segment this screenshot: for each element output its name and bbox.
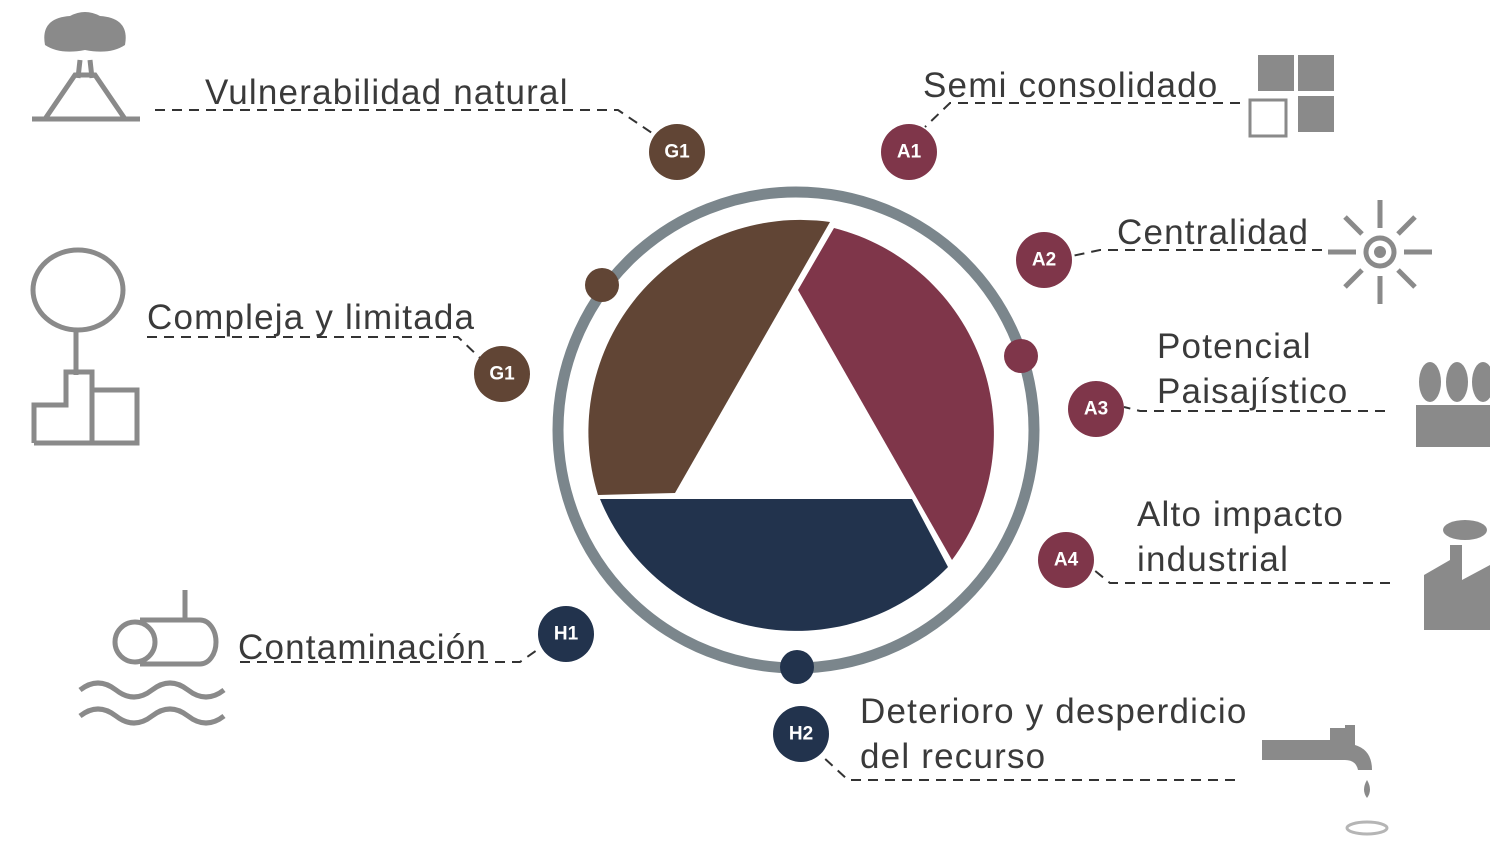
- badge-label: G1: [664, 142, 690, 163]
- badge-label: A1: [897, 142, 922, 163]
- segment-maroon: [798, 228, 994, 560]
- badge-label: A3: [1084, 399, 1108, 420]
- label: Semi consolidado: [923, 66, 1218, 105]
- badge-label: A4: [1054, 550, 1079, 571]
- badge: [1016, 232, 1072, 288]
- connector: [821, 755, 1235, 781]
- badge: [649, 124, 705, 180]
- connector: [1123, 406, 1385, 412]
- icon-pipe: [78, 590, 226, 726]
- badge: [881, 124, 937, 180]
- icon-volcano: [32, 12, 140, 122]
- label: Contaminación: [238, 628, 487, 667]
- label: Potencial: [1157, 327, 1312, 366]
- ring-dot: [1004, 339, 1038, 373]
- icon-centrality: [1328, 200, 1432, 304]
- connector: [155, 109, 656, 136]
- badge: [474, 346, 530, 402]
- icon-factory: [1424, 520, 1490, 630]
- segment-navy: [600, 499, 948, 631]
- label: Deterioro y desperdicio: [860, 692, 1248, 731]
- connector: [924, 102, 1240, 128]
- icon-tree-city: [30, 247, 140, 446]
- icon-tap: [1262, 725, 1389, 836]
- badge-label: G1: [489, 364, 515, 385]
- icon-landscape: [1416, 362, 1490, 447]
- label: del recurso: [860, 737, 1046, 776]
- badge-label: A2: [1032, 250, 1056, 271]
- label: Alto impacto: [1137, 495, 1344, 534]
- label: Centralidad: [1117, 213, 1309, 252]
- badge-label: H1: [554, 624, 579, 645]
- label: Paisajístico: [1157, 372, 1348, 411]
- connector: [240, 647, 541, 663]
- connector: [147, 336, 481, 359]
- badge: [773, 706, 829, 762]
- badge: [538, 606, 594, 662]
- label: Compleja y limitada: [147, 298, 475, 337]
- badge: [1038, 532, 1094, 588]
- badge: [1068, 381, 1124, 437]
- ring-dot: [585, 268, 619, 302]
- connector: [1071, 249, 1322, 257]
- segment-brown: [588, 219, 830, 495]
- label: Vulnerabilidad natural: [205, 73, 569, 112]
- ring-dot: [780, 650, 814, 684]
- badge-label: H2: [789, 724, 813, 745]
- icon-puzzle: [1248, 55, 1334, 138]
- connector: [1093, 569, 1390, 584]
- label: industrial: [1137, 540, 1289, 579]
